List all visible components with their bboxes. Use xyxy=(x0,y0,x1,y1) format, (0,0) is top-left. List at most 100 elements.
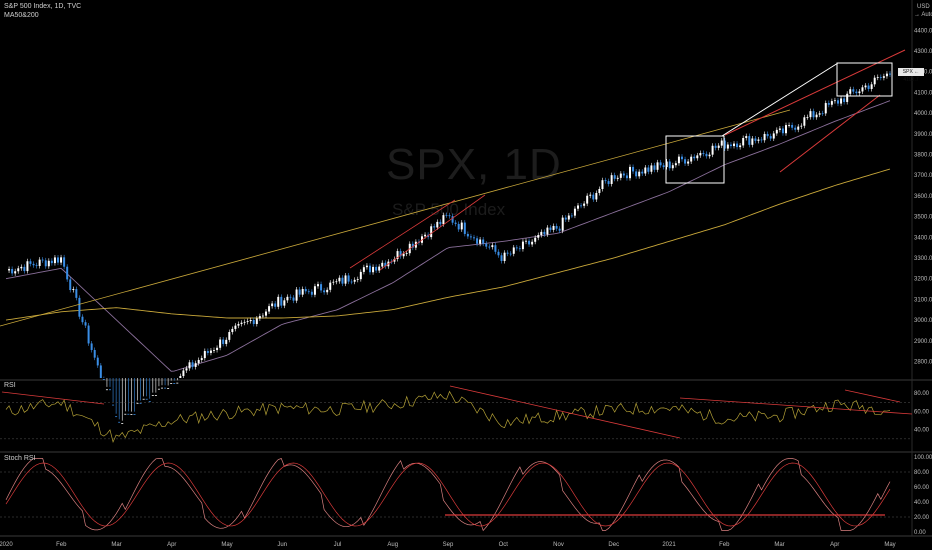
candle-body xyxy=(338,277,341,282)
candle-body xyxy=(473,237,475,239)
candle-body xyxy=(301,288,304,295)
candle-body xyxy=(469,236,472,238)
candle-body xyxy=(240,322,243,325)
candle-body xyxy=(693,156,696,159)
candle-body xyxy=(846,93,849,102)
candle-body xyxy=(653,165,656,170)
candle-body xyxy=(668,161,671,169)
candle-body xyxy=(213,350,215,351)
candle-body xyxy=(304,288,307,292)
watermark-name: S&P 500 Index xyxy=(392,200,506,219)
candle-body xyxy=(769,136,772,139)
candle-body xyxy=(861,87,864,92)
candle-body xyxy=(246,321,249,322)
candle-body xyxy=(29,261,32,264)
candle-body xyxy=(286,296,289,301)
x-axis-label: Feb xyxy=(56,542,67,548)
candle-body xyxy=(258,316,261,319)
candle-body xyxy=(295,289,298,301)
price-tick-label: 4000.0 xyxy=(914,111,932,117)
candle-body xyxy=(711,145,714,155)
candle-body xyxy=(635,171,638,177)
candle-body xyxy=(57,257,59,263)
candle-body xyxy=(775,129,778,134)
candle-body xyxy=(595,192,598,200)
candle-body xyxy=(93,349,96,358)
candle-body xyxy=(148,401,151,403)
candle-body xyxy=(690,156,693,162)
candle-body xyxy=(219,339,222,348)
candle-body xyxy=(644,167,647,174)
candle-body xyxy=(534,237,537,242)
candle-body xyxy=(726,144,729,149)
candle-body xyxy=(335,281,338,283)
candle-body xyxy=(772,133,775,139)
stoch-tick-label: 20.00 xyxy=(914,515,930,521)
candle-body xyxy=(674,163,677,166)
candle-body xyxy=(252,320,255,324)
candle-body xyxy=(115,416,118,418)
x-axis-label: Feb xyxy=(719,542,730,548)
candle-body xyxy=(154,395,157,396)
candle-body xyxy=(739,145,742,148)
price-tick-label: 3200.0 xyxy=(914,277,932,283)
axis-currency: USD xyxy=(917,4,930,10)
candle-body xyxy=(130,414,133,415)
candle-body xyxy=(161,387,163,389)
candle-body xyxy=(837,100,839,104)
x-axis-label: May xyxy=(884,542,895,548)
candle-body xyxy=(843,98,846,102)
candle-body xyxy=(182,370,185,377)
candle-body xyxy=(879,77,882,78)
channel-line-upper xyxy=(379,194,486,271)
candle-body xyxy=(109,389,111,391)
x-axis-label: 2020 xyxy=(0,542,13,548)
stoch-k-line xyxy=(5,458,891,532)
candle-body xyxy=(537,235,540,238)
candle-body xyxy=(237,324,240,326)
candle-body xyxy=(797,126,800,130)
candle-body xyxy=(430,226,433,238)
candle-body xyxy=(225,339,228,344)
candle-body xyxy=(402,253,405,257)
candle-body xyxy=(405,253,408,255)
candle-body xyxy=(317,284,319,287)
candle-body xyxy=(751,138,754,145)
candle-body xyxy=(313,286,316,295)
candle-body xyxy=(399,251,402,257)
candle-body xyxy=(840,98,843,104)
candle-body xyxy=(466,233,469,237)
price-tick-label: 3800.0 xyxy=(914,153,932,159)
candle-body xyxy=(243,321,246,323)
candle-body xyxy=(781,128,784,134)
candle-body xyxy=(142,398,145,400)
candle-body xyxy=(332,281,335,283)
candle-body xyxy=(353,279,356,282)
candle-body xyxy=(203,351,206,359)
candle-body xyxy=(760,139,763,141)
candle-body xyxy=(766,133,769,137)
price-tick-label: 3500.0 xyxy=(914,215,932,221)
candle-body xyxy=(124,413,127,415)
candle-body xyxy=(451,216,454,223)
candle-body xyxy=(378,266,381,271)
candle-body xyxy=(53,257,56,264)
candle-body xyxy=(521,241,524,250)
candle-body xyxy=(733,143,735,147)
candle-body xyxy=(433,226,436,228)
candle-body xyxy=(23,266,26,272)
candle-body xyxy=(500,255,503,262)
candle-body xyxy=(589,194,592,196)
x-axis-label: May xyxy=(221,542,232,548)
candle-body xyxy=(567,215,570,220)
candle-body xyxy=(99,365,102,378)
candle-body xyxy=(815,114,818,118)
candle-body xyxy=(570,215,573,217)
candle-body xyxy=(463,222,466,234)
candle-body xyxy=(164,387,167,389)
candle-body xyxy=(209,350,212,353)
candle-body xyxy=(35,265,38,267)
candle-body xyxy=(681,156,683,160)
candle-body xyxy=(50,260,53,264)
